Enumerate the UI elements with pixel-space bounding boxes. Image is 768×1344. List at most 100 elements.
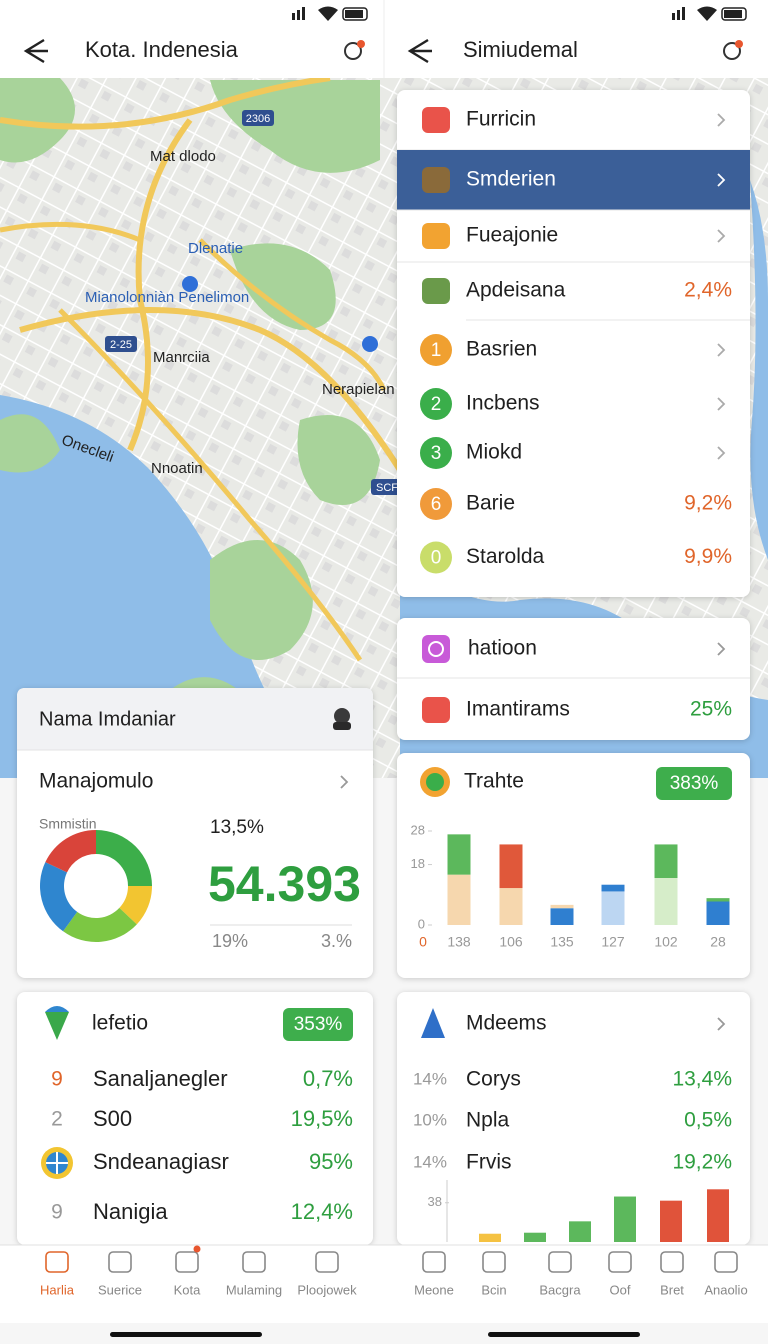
search-button[interactable] xyxy=(723,42,741,60)
map-pin[interactable] xyxy=(182,276,198,292)
nav-label[interactable]: Suerice xyxy=(98,1282,142,1297)
chevron[interactable] xyxy=(717,113,726,127)
nav-icon[interactable] xyxy=(714,1251,738,1273)
index-circle xyxy=(420,488,452,520)
chevron[interactable] xyxy=(717,397,726,411)
row-label: Imantirams xyxy=(466,698,570,721)
chevron[interactable] xyxy=(340,775,349,789)
nav-label[interactable]: Anaolio xyxy=(704,1282,747,1297)
index-circle xyxy=(420,388,452,420)
nav-label[interactable]: Bacgra xyxy=(539,1282,581,1297)
chevron[interactable] xyxy=(717,642,726,656)
avatar[interactable] xyxy=(334,708,350,724)
nav-icon[interactable] xyxy=(660,1251,684,1273)
nav-icon[interactable] xyxy=(482,1251,506,1273)
card-header-bg xyxy=(17,688,373,750)
card xyxy=(17,992,373,1245)
donut-segment xyxy=(45,830,96,873)
map-pin[interactable] xyxy=(362,336,378,352)
bar xyxy=(550,908,574,925)
nav-icon[interactable] xyxy=(175,1251,199,1273)
index-label: 1 xyxy=(431,340,442,361)
bar xyxy=(654,844,678,878)
nav-label[interactable]: Bcin xyxy=(481,1282,506,1297)
badge xyxy=(656,767,732,800)
index-label: 6 xyxy=(431,494,442,515)
signal-icon xyxy=(302,7,305,20)
card-title: lefetio xyxy=(92,1012,148,1035)
y-tick-label: 0 xyxy=(418,916,425,931)
nav-label[interactable]: Oof xyxy=(610,1282,631,1297)
nav-label[interactable]: Mulaming xyxy=(226,1282,282,1297)
nav-label[interactable]: Meone xyxy=(414,1282,454,1297)
park xyxy=(210,540,313,660)
card-title: Trahte xyxy=(464,770,524,793)
menu-label[interactable]: Starolda xyxy=(466,545,545,568)
nav-icon[interactable] xyxy=(108,1251,132,1273)
row-index: 9 xyxy=(51,1201,63,1224)
search-button[interactable] xyxy=(344,42,362,60)
x-tick-label: 106 xyxy=(499,934,523,950)
signal-icon xyxy=(292,13,295,20)
donut-segment xyxy=(119,886,152,925)
menu-label[interactable]: Basrien xyxy=(466,338,537,361)
row-value: 0,7% xyxy=(303,1066,353,1091)
nav-label[interactable]: Harlia xyxy=(40,1282,75,1297)
back-button[interactable] xyxy=(23,38,48,64)
bar xyxy=(499,888,523,925)
signal-icon xyxy=(682,7,685,20)
nav-icon[interactable] xyxy=(242,1251,266,1273)
badge-label: 353% xyxy=(294,1014,343,1035)
menu-value: 9,9% xyxy=(684,545,732,568)
menu-label[interactable]: Smderien xyxy=(466,168,556,191)
content: Kota. Indenesia Mat dlodo Dlenatie Mianolon… xyxy=(0,37,768,1344)
chevron[interactable] xyxy=(717,446,726,460)
park xyxy=(0,78,75,163)
nav-label[interactable]: Ploojowek xyxy=(297,1282,357,1297)
menu-label[interactable]: Apdeisana xyxy=(466,279,566,302)
chevron[interactable] xyxy=(717,343,726,357)
wifi-icon xyxy=(318,6,338,21)
menu-label[interactable]: Miokd xyxy=(466,441,522,464)
menu-label[interactable]: Barie xyxy=(466,492,515,515)
donut-segment xyxy=(40,862,78,932)
nav-icon[interactable] xyxy=(422,1251,446,1273)
index-circle xyxy=(420,541,452,574)
card-title[interactable]: hatioon xyxy=(468,637,537,660)
nav-icon[interactable] xyxy=(315,1251,339,1273)
back-button[interactable] xyxy=(407,38,432,64)
bar xyxy=(447,834,471,875)
menu-icon xyxy=(422,223,450,249)
chevron[interactable] xyxy=(717,229,726,243)
nav-icon[interactable] xyxy=(548,1251,572,1273)
note: 3.% xyxy=(321,931,352,951)
menu-label[interactable]: Fueajonie xyxy=(466,224,558,247)
row-value: 19,2% xyxy=(672,1151,732,1174)
park xyxy=(210,80,380,173)
list-icon-top xyxy=(45,1006,69,1012)
signal-icon xyxy=(672,13,675,20)
row-label: Frvis xyxy=(466,1151,512,1174)
bar xyxy=(660,1200,682,1242)
menu-row-selected[interactable] xyxy=(397,150,750,210)
stats-icon xyxy=(421,1008,445,1038)
donut-segment xyxy=(63,907,137,942)
menu-label[interactable]: Furricin xyxy=(466,108,536,131)
menu-icon xyxy=(422,167,450,193)
menu-label[interactable]: Incbens xyxy=(466,392,540,415)
bar xyxy=(601,884,625,892)
road xyxy=(19,307,403,472)
chevron[interactable] xyxy=(717,173,726,187)
chevron[interactable] xyxy=(717,1017,726,1031)
nav-bar xyxy=(384,1245,768,1323)
map-label: Nnoatin xyxy=(151,460,203,477)
nav-label[interactable]: Kota xyxy=(174,1282,202,1297)
header-title: Kota. Indenesia xyxy=(85,37,239,62)
nav-icon[interactable] xyxy=(608,1251,632,1273)
x-tick-label: 135 xyxy=(550,934,574,950)
nav-icon[interactable] xyxy=(45,1251,69,1273)
nav-label[interactable]: Bret xyxy=(660,1282,684,1297)
home-indicator xyxy=(110,1332,262,1337)
y-tick-label: 28 xyxy=(411,822,425,837)
